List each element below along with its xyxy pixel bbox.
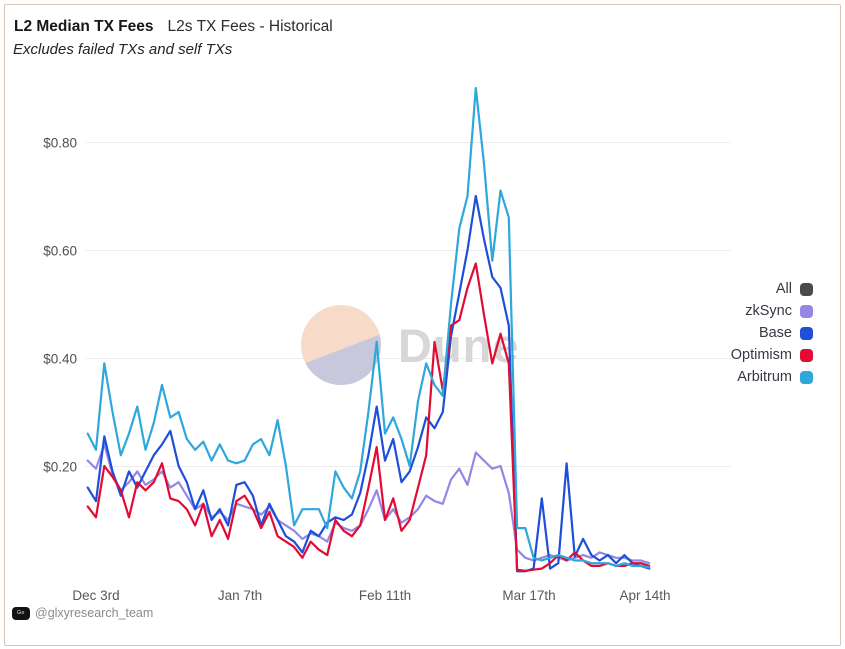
chart-note: Excludes failed TXs and self TXs: [13, 41, 233, 58]
legend-label: zkSync: [745, 303, 792, 319]
header-row: L2 Median TX Fees L2s TX Fees - Historica…: [14, 18, 333, 36]
x-tick-label: Mar 17th: [502, 588, 556, 603]
legend: All zkSync Base Optimism Arbitrum: [731, 278, 813, 388]
legend-item-all[interactable]: All: [731, 278, 813, 300]
x-tick-label: Apr 14th: [619, 588, 671, 603]
legend-label: All: [775, 281, 792, 297]
author-handle: @glxyresearch_team: [35, 606, 154, 620]
x-tick-label: Feb 11th: [358, 588, 412, 603]
y-tick-label: $0.20: [43, 459, 77, 474]
x-tick-label: Jan 7th: [217, 588, 263, 603]
y-tick-label: $0.40: [43, 351, 77, 366]
legend-swatch-all: [800, 282, 813, 296]
dune-watermark-text: Dune: [398, 319, 520, 372]
dune-pie-watermark: [301, 305, 381, 385]
series-line-zksync: [86, 443, 651, 565]
series-line-optimism: [86, 262, 651, 572]
legend-label: Arbitrum: [737, 369, 792, 385]
page-subtitle: L2s TX Fees - Historical: [167, 18, 333, 35]
legend-swatch-optimism: [800, 348, 813, 362]
legend-label: Optimism: [730, 347, 792, 363]
legend-item-base[interactable]: Base: [731, 322, 813, 344]
footer: G≡ @glxyresearch_team: [12, 606, 153, 620]
legend-swatch-arbitrum: [800, 370, 813, 384]
y-tick-label: $0.80: [43, 135, 77, 150]
legend-label: Base: [758, 325, 792, 341]
legend-item-arbitrum[interactable]: Arbitrum: [731, 366, 813, 388]
legend-item-zksync[interactable]: zkSync: [731, 300, 813, 322]
legend-swatch-zksync: [800, 304, 813, 318]
page-title: L2 Median TX Fees: [14, 18, 154, 35]
chart-card: [4, 4, 841, 646]
legend-swatch-base: [800, 326, 813, 340]
series-line-base: [86, 194, 651, 573]
galaxy-logo-icon: G≡: [12, 606, 30, 620]
legend-item-optimism[interactable]: Optimism: [731, 344, 813, 366]
series-line-arbitrum: [86, 86, 651, 569]
y-tick-label: $0.60: [43, 243, 77, 258]
x-tick-label: Dec 3rd: [72, 588, 120, 603]
